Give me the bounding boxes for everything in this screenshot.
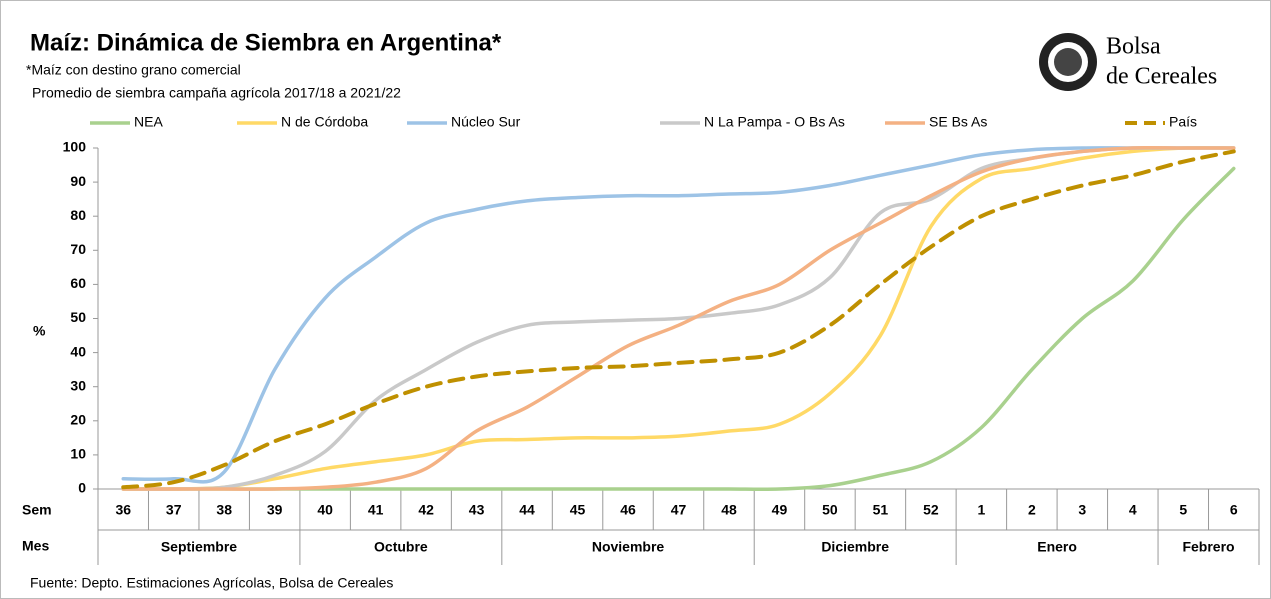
x2-axis-label: Mes: [22, 538, 49, 554]
series-line: [121, 146, 1236, 491]
x-tick-label: 41: [368, 502, 384, 518]
x-tick-label: 50: [822, 502, 838, 518]
x-tick-label: 38: [216, 502, 232, 518]
series-line: [121, 166, 1236, 491]
month-label: Febrero: [1182, 539, 1234, 555]
x-tick-label: 45: [570, 502, 586, 518]
y-tick-label: 10: [70, 446, 86, 462]
y-tick-label: 0: [78, 480, 86, 496]
x-tick-label: 1: [977, 502, 985, 518]
x-tick-label: 49: [772, 502, 788, 518]
logo-text: Bolsa: [1106, 34, 1161, 60]
legend-label: N de Córdoba: [281, 114, 368, 130]
x-tick-label: 44: [519, 502, 535, 518]
x-tick-label: 6: [1230, 502, 1238, 518]
month-label: Septiembre: [161, 539, 237, 555]
chart-title: Maíz: Dinámica de Siembra en Argentina*: [30, 29, 502, 56]
y-tick-label: 40: [70, 343, 86, 359]
series-line: [121, 146, 1236, 484]
y-tick-label: 80: [70, 207, 86, 223]
month-label: Diciembre: [821, 539, 889, 555]
x-tick-label: 5: [1179, 502, 1187, 518]
logo-figure: [1054, 48, 1082, 76]
x-tick-label: 3: [1078, 502, 1086, 518]
y-tick-label: 70: [70, 241, 86, 257]
x-tick-label: 52: [923, 502, 939, 518]
legend-label: SE Bs As: [929, 114, 987, 130]
x-tick-label: 43: [469, 502, 485, 518]
x-tick-label: 2: [1028, 502, 1036, 518]
x-tick-label: 47: [671, 502, 687, 518]
y-tick-label: 60: [70, 275, 86, 291]
legend-label: NEA: [134, 114, 163, 130]
legend-label: N La Pampa - O Bs As: [704, 114, 845, 130]
series-line: [121, 149, 1236, 490]
y-tick-label: 100: [63, 139, 87, 155]
x-tick-label: 48: [721, 502, 737, 518]
source: Fuente: Depto. Estimaciones Agrícolas, B…: [30, 575, 393, 591]
month-label: Noviembre: [592, 539, 665, 555]
month-label: Octubre: [374, 539, 428, 555]
logo-text: de Cereales: [1106, 64, 1217, 90]
subtitle: *Maíz con destino grano comercial: [26, 62, 241, 78]
y-tick-label: 30: [70, 377, 86, 393]
legend-label: País: [1169, 114, 1197, 130]
x-tick-label: 40: [317, 502, 333, 518]
x-tick-label: 39: [267, 502, 283, 518]
series-line: [121, 146, 1236, 491]
logo: Bolsa de Cereales: [1039, 33, 1217, 91]
y-axis-label: %: [33, 323, 46, 339]
series-line: [121, 146, 1236, 491]
month-label: Enero: [1037, 539, 1077, 555]
x-tick-label: 42: [418, 502, 434, 518]
x-tick-label: 37: [166, 502, 182, 518]
y-tick-label: 50: [70, 309, 86, 325]
note: Promedio de siembra campaña agrícola 201…: [32, 85, 401, 101]
x-tick-label: 4: [1129, 502, 1137, 518]
x-tick-label: 51: [873, 502, 889, 518]
y-tick-label: 90: [70, 173, 86, 189]
x-tick-label: 46: [620, 502, 636, 518]
x-axis-label: Sem: [22, 502, 52, 518]
x-tick-label: 36: [115, 502, 131, 518]
y-tick-label: 20: [70, 412, 86, 428]
legend-label: Núcleo Sur: [451, 114, 521, 130]
